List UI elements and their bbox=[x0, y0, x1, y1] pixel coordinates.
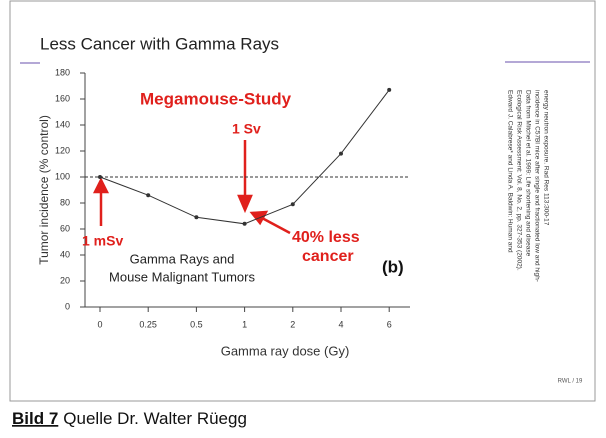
x-axis-label: Gamma ray dose (Gy) bbox=[221, 343, 350, 358]
citation-line: incidence in C57Bl mice after single and… bbox=[533, 90, 540, 282]
y-tick-label: 20 bbox=[60, 275, 70, 285]
point bbox=[387, 87, 392, 92]
slide-title: Less Cancer with Gamma Rays bbox=[40, 34, 279, 53]
arrows bbox=[92, 140, 291, 235]
y-tick-label: 180 bbox=[55, 67, 70, 77]
citation-line: Edward J. Calabrese* and Linda A. Baldwi… bbox=[506, 90, 513, 253]
point bbox=[146, 193, 151, 198]
slide-border bbox=[9, 0, 596, 402]
y-tick-label: 100 bbox=[55, 171, 70, 181]
footer-text: Quelle Dr. Walter Rüegg bbox=[63, 409, 247, 428]
citation-line: Data from Mitchel et al. 1999: Life shor… bbox=[524, 90, 531, 257]
annotation: 1 mSv bbox=[82, 233, 123, 249]
y-axis-label: Tumor incidence (% control) bbox=[37, 115, 51, 265]
citation: Edward J. Calabrese* and Linda A. Baldwi… bbox=[506, 90, 549, 282]
x-tick-label: 6 bbox=[387, 319, 392, 329]
footer-label: Bild 7 bbox=[12, 409, 58, 428]
slide-number: RWL / 19 bbox=[558, 379, 583, 385]
annotation: Megamouse-Study bbox=[140, 89, 292, 108]
citation-line: energy neutron exposure. Rad Res 113:300… bbox=[542, 90, 549, 226]
point bbox=[98, 175, 102, 179]
annotation: 1 Sv bbox=[232, 121, 261, 137]
point bbox=[194, 215, 199, 220]
x-tick-label: 1 bbox=[242, 319, 247, 329]
y-tick-label: 60 bbox=[60, 223, 70, 233]
annotation: 40% less bbox=[292, 229, 360, 246]
y-tick-label: 160 bbox=[55, 93, 70, 103]
x-tick-label: 4 bbox=[338, 319, 343, 329]
x-tick-label: 0.25 bbox=[139, 319, 157, 329]
y-tick-label: 40 bbox=[60, 249, 70, 259]
y-tick-label: 0 bbox=[65, 301, 70, 311]
annotation: (b) bbox=[382, 257, 404, 276]
footer: Bild 7 Quelle Dr. Walter Rüegg bbox=[12, 409, 247, 428]
y-tick-label: 140 bbox=[55, 119, 70, 129]
y-tick-label: 80 bbox=[60, 197, 70, 207]
point bbox=[242, 221, 247, 226]
x-tick-label: 0.5 bbox=[190, 319, 203, 329]
y-tick-label: 120 bbox=[55, 145, 70, 155]
x-tick-label: 0 bbox=[97, 319, 102, 329]
x-tick-label: 2 bbox=[290, 319, 295, 329]
annotation: Mouse Malignant Tumors bbox=[109, 269, 255, 284]
citation-line: Ecological Risk Assessment: Vol. 8, No. … bbox=[515, 90, 522, 271]
annotation: cancer bbox=[302, 248, 354, 265]
annotation: Gamma Rays and bbox=[130, 251, 235, 266]
point bbox=[290, 202, 295, 207]
point bbox=[339, 151, 343, 156]
